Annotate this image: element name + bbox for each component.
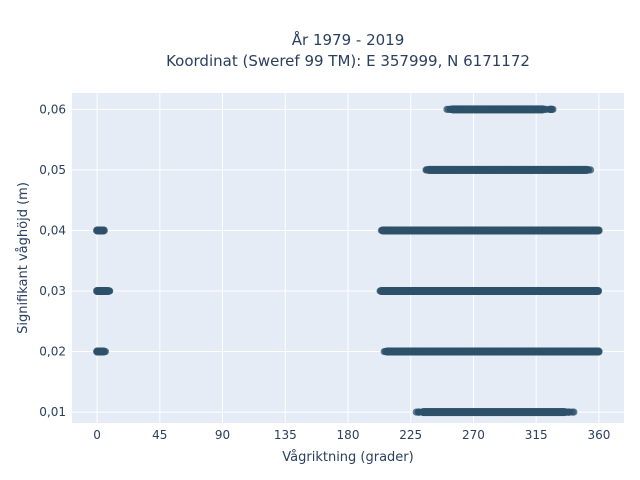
y-tick-label: 0,03: [39, 284, 66, 298]
data-point: [443, 105, 451, 113]
y-tick-label: 0,01: [39, 405, 66, 419]
data-point: [594, 347, 603, 356]
data-point: [101, 347, 110, 356]
y-tick-label: 0,04: [39, 223, 66, 237]
tick-labels: 0 45 90 135 180 225 270 315 360 0,01 0,02 0,03 0,04 0…: [39, 102, 610, 442]
data-points: [93, 105, 603, 417]
x-tick-label: 360: [587, 428, 610, 442]
data-point: [594, 226, 603, 235]
chart-title-line2: Koordinat (Sweref 99 TM): E 357999, N 61…: [166, 52, 530, 70]
x-tick-label: 0: [93, 428, 101, 442]
x-tick-label: 225: [399, 428, 422, 442]
x-tick-label: 315: [525, 428, 548, 442]
data-point: [377, 226, 386, 235]
x-axis-title: Vågriktning (grader): [282, 450, 413, 465]
x-tick-label: 135: [274, 428, 297, 442]
data-point: [570, 408, 578, 416]
chart-title-line1: År 1979 - 2019: [292, 30, 405, 49]
x-tick-label: 90: [215, 428, 230, 442]
data-point: [422, 166, 430, 174]
data-point: [99, 226, 108, 235]
data-point: [586, 166, 595, 174]
data-point: [549, 105, 557, 113]
y-tick-label: 0,06: [39, 102, 66, 116]
data-point: [594, 287, 603, 295]
data-point: [106, 287, 114, 295]
data-point: [376, 287, 384, 295]
y-tick-label: 0,05: [39, 163, 66, 177]
data-point: [412, 408, 420, 416]
x-tick-label: 180: [337, 428, 360, 442]
y-axis-title: Signifikant våghöjd (m): [16, 182, 31, 334]
x-tick-label: 45: [152, 428, 167, 442]
x-tick-label: 270: [462, 428, 485, 442]
y-tick-label: 0,02: [39, 345, 66, 359]
data-point: [380, 347, 388, 356]
